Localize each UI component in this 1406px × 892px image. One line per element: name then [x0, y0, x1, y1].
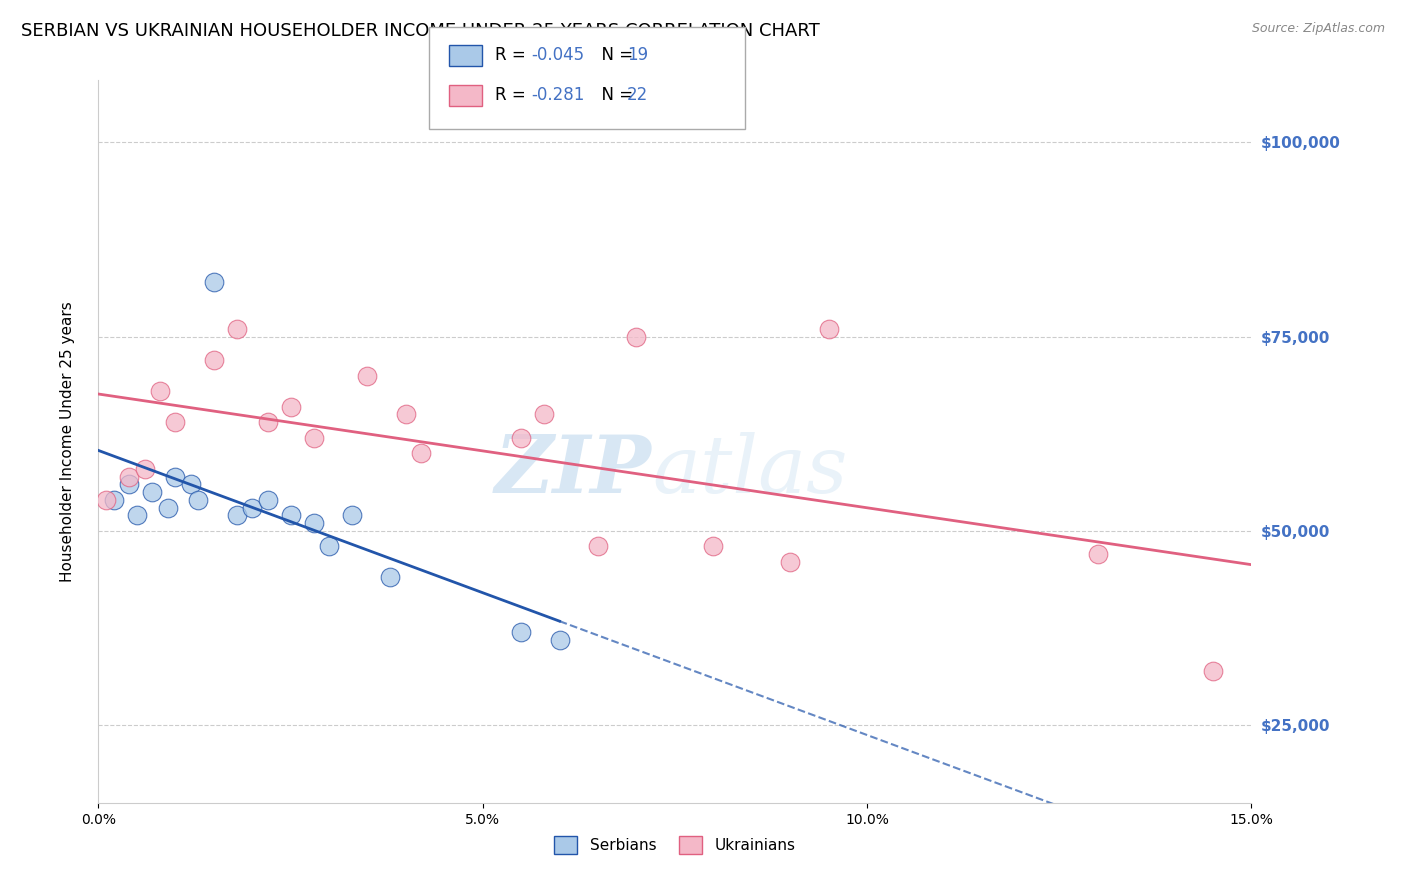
Point: [817, 322, 839, 336]
Text: 22: 22: [627, 87, 648, 104]
Point: [240, 500, 263, 515]
Point: [180, 477, 202, 491]
Point: [280, 508, 302, 523]
Text: SERBIAN VS UKRAINIAN HOUSEHOLDER INCOME UNDER 25 YEARS CORRELATION CHART: SERBIAN VS UKRAINIAN HOUSEHOLDER INCOME …: [21, 22, 820, 40]
Point: [318, 540, 340, 554]
Point: [380, 570, 402, 584]
Y-axis label: Householder Income Under 25 years: Householder Income Under 25 years: [60, 301, 75, 582]
Point: [141, 485, 163, 500]
Text: ZIP: ZIP: [495, 432, 652, 509]
Text: -0.281: -0.281: [531, 87, 585, 104]
Point: [510, 431, 533, 445]
Point: [702, 540, 724, 554]
Point: [187, 492, 209, 507]
Text: N =: N =: [591, 46, 638, 64]
Text: R =: R =: [495, 87, 531, 104]
Text: 19: 19: [627, 46, 648, 64]
Point: [94, 492, 117, 507]
Point: [156, 500, 179, 515]
Point: [533, 408, 555, 422]
Point: [118, 469, 141, 483]
Point: [118, 477, 141, 491]
Point: [510, 624, 533, 639]
Point: [149, 384, 172, 398]
Point: [225, 322, 247, 336]
Point: [134, 461, 156, 475]
Point: [779, 555, 801, 569]
Point: [256, 492, 278, 507]
Point: [548, 632, 571, 647]
Point: [1202, 664, 1225, 678]
Point: [356, 368, 378, 383]
Point: [225, 508, 247, 523]
Point: [586, 540, 609, 554]
Point: [125, 508, 148, 523]
Legend: Serbians, Ukrainians: Serbians, Ukrainians: [548, 830, 801, 860]
Point: [302, 516, 325, 530]
Point: [395, 408, 418, 422]
Text: Source: ZipAtlas.com: Source: ZipAtlas.com: [1251, 22, 1385, 36]
Point: [103, 492, 125, 507]
Text: -0.045: -0.045: [531, 46, 585, 64]
Text: atlas: atlas: [652, 432, 848, 509]
Point: [202, 353, 225, 368]
Text: R =: R =: [495, 46, 531, 64]
Point: [340, 508, 363, 523]
Point: [411, 446, 433, 460]
Point: [626, 329, 648, 343]
Text: N =: N =: [591, 87, 638, 104]
Point: [302, 431, 325, 445]
Point: [256, 415, 278, 429]
Point: [165, 469, 187, 483]
Point: [1087, 547, 1109, 561]
Point: [165, 415, 187, 429]
Point: [202, 275, 225, 289]
Point: [280, 400, 302, 414]
